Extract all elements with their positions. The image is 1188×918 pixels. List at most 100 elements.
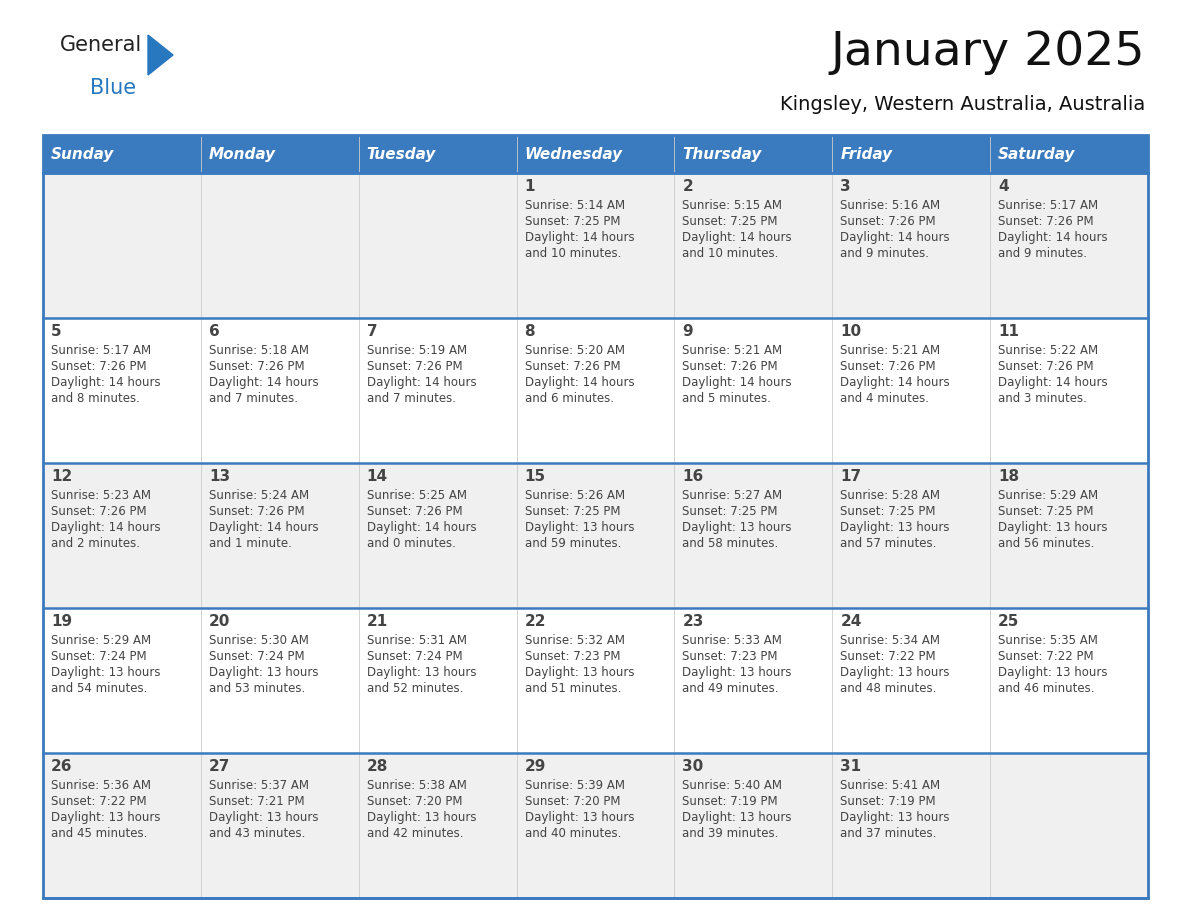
Text: Daylight: 13 hours: Daylight: 13 hours xyxy=(209,811,318,824)
Text: 30: 30 xyxy=(682,759,703,774)
Text: 7: 7 xyxy=(367,324,378,339)
Text: and 54 minutes.: and 54 minutes. xyxy=(51,682,147,695)
Text: Blue: Blue xyxy=(90,78,137,98)
Text: Sunset: 7:20 PM: Sunset: 7:20 PM xyxy=(367,795,462,808)
Text: 11: 11 xyxy=(998,324,1019,339)
Text: Sunrise: 5:19 AM: Sunrise: 5:19 AM xyxy=(367,344,467,357)
Text: 1: 1 xyxy=(525,179,535,194)
Text: 8: 8 xyxy=(525,324,536,339)
Text: 27: 27 xyxy=(209,759,230,774)
Text: Daylight: 14 hours: Daylight: 14 hours xyxy=(998,231,1107,244)
Text: and 37 minutes.: and 37 minutes. xyxy=(840,827,936,840)
Text: Sunset: 7:26 PM: Sunset: 7:26 PM xyxy=(840,360,936,373)
Text: and 45 minutes.: and 45 minutes. xyxy=(51,827,147,840)
Text: and 57 minutes.: and 57 minutes. xyxy=(840,537,936,550)
Text: Sunset: 7:24 PM: Sunset: 7:24 PM xyxy=(367,650,462,663)
Text: and 10 minutes.: and 10 minutes. xyxy=(682,247,779,260)
Text: 12: 12 xyxy=(51,469,72,484)
Text: and 4 minutes.: and 4 minutes. xyxy=(840,392,929,405)
Text: Daylight: 13 hours: Daylight: 13 hours xyxy=(998,521,1107,534)
Text: and 59 minutes.: and 59 minutes. xyxy=(525,537,621,550)
Text: and 5 minutes.: and 5 minutes. xyxy=(682,392,771,405)
Text: Tuesday: Tuesday xyxy=(367,147,436,162)
Bar xyxy=(43,135,1148,898)
Text: 6: 6 xyxy=(209,324,220,339)
Text: Sunrise: 5:20 AM: Sunrise: 5:20 AM xyxy=(525,344,625,357)
Text: Sunset: 7:25 PM: Sunset: 7:25 PM xyxy=(682,215,778,228)
Text: Sunrise: 5:16 AM: Sunrise: 5:16 AM xyxy=(840,199,941,212)
Text: and 48 minutes.: and 48 minutes. xyxy=(840,682,936,695)
Text: 31: 31 xyxy=(840,759,861,774)
Bar xyxy=(517,135,675,173)
Text: Thursday: Thursday xyxy=(682,147,762,162)
Text: Sunset: 7:26 PM: Sunset: 7:26 PM xyxy=(367,505,462,518)
Text: and 0 minutes.: and 0 minutes. xyxy=(367,537,455,550)
Text: 13: 13 xyxy=(209,469,230,484)
Text: and 39 minutes.: and 39 minutes. xyxy=(682,827,779,840)
Text: Sunset: 7:22 PM: Sunset: 7:22 PM xyxy=(51,795,146,808)
Text: Daylight: 14 hours: Daylight: 14 hours xyxy=(682,231,792,244)
Text: and 46 minutes.: and 46 minutes. xyxy=(998,682,1094,695)
Text: Sunrise: 5:30 AM: Sunrise: 5:30 AM xyxy=(209,634,309,647)
Text: Daylight: 14 hours: Daylight: 14 hours xyxy=(367,376,476,389)
Text: General: General xyxy=(61,35,143,55)
Text: Sunset: 7:22 PM: Sunset: 7:22 PM xyxy=(998,650,1094,663)
Text: 23: 23 xyxy=(682,614,703,629)
Text: 22: 22 xyxy=(525,614,546,629)
Text: Daylight: 13 hours: Daylight: 13 hours xyxy=(367,811,476,824)
Text: and 7 minutes.: and 7 minutes. xyxy=(209,392,298,405)
Text: Sunrise: 5:15 AM: Sunrise: 5:15 AM xyxy=(682,199,783,212)
Text: Daylight: 13 hours: Daylight: 13 hours xyxy=(840,811,949,824)
Text: Sunset: 7:24 PM: Sunset: 7:24 PM xyxy=(209,650,304,663)
Text: Sunset: 7:25 PM: Sunset: 7:25 PM xyxy=(682,505,778,518)
Text: Sunset: 7:26 PM: Sunset: 7:26 PM xyxy=(840,215,936,228)
Text: Saturday: Saturday xyxy=(998,147,1075,162)
Text: Daylight: 14 hours: Daylight: 14 hours xyxy=(51,521,160,534)
Text: 9: 9 xyxy=(682,324,693,339)
Text: 26: 26 xyxy=(51,759,72,774)
Text: Sunrise: 5:17 AM: Sunrise: 5:17 AM xyxy=(51,344,151,357)
Text: Daylight: 13 hours: Daylight: 13 hours xyxy=(682,811,792,824)
Text: 4: 4 xyxy=(998,179,1009,194)
Text: and 53 minutes.: and 53 minutes. xyxy=(209,682,305,695)
Text: Sunset: 7:26 PM: Sunset: 7:26 PM xyxy=(998,215,1094,228)
Text: Daylight: 14 hours: Daylight: 14 hours xyxy=(209,521,318,534)
Text: Sunset: 7:25 PM: Sunset: 7:25 PM xyxy=(998,505,1094,518)
Text: Sunrise: 5:29 AM: Sunrise: 5:29 AM xyxy=(51,634,151,647)
Text: Sunset: 7:21 PM: Sunset: 7:21 PM xyxy=(209,795,304,808)
Text: Sunrise: 5:28 AM: Sunrise: 5:28 AM xyxy=(840,489,940,502)
Bar xyxy=(43,173,1148,318)
Text: Daylight: 14 hours: Daylight: 14 hours xyxy=(525,231,634,244)
Text: and 49 minutes.: and 49 minutes. xyxy=(682,682,779,695)
Text: 29: 29 xyxy=(525,759,546,774)
Text: Sunrise: 5:17 AM: Sunrise: 5:17 AM xyxy=(998,199,1098,212)
Text: Sunrise: 5:27 AM: Sunrise: 5:27 AM xyxy=(682,489,783,502)
Text: Sunset: 7:26 PM: Sunset: 7:26 PM xyxy=(525,360,620,373)
Text: Sunset: 7:19 PM: Sunset: 7:19 PM xyxy=(840,795,936,808)
Bar xyxy=(43,463,1148,608)
Text: Sunrise: 5:38 AM: Sunrise: 5:38 AM xyxy=(367,779,467,792)
Text: Sunset: 7:26 PM: Sunset: 7:26 PM xyxy=(682,360,778,373)
Text: and 51 minutes.: and 51 minutes. xyxy=(525,682,621,695)
Text: 19: 19 xyxy=(51,614,72,629)
Text: 17: 17 xyxy=(840,469,861,484)
Text: 2: 2 xyxy=(682,179,693,194)
Text: and 8 minutes.: and 8 minutes. xyxy=(51,392,140,405)
Text: Sunrise: 5:35 AM: Sunrise: 5:35 AM xyxy=(998,634,1098,647)
Text: Daylight: 13 hours: Daylight: 13 hours xyxy=(840,666,949,679)
Text: 21: 21 xyxy=(367,614,388,629)
Bar xyxy=(43,608,1148,753)
Text: Wednesday: Wednesday xyxy=(525,147,623,162)
Text: Kingsley, Western Australia, Australia: Kingsley, Western Australia, Australia xyxy=(779,95,1145,114)
Text: and 7 minutes.: and 7 minutes. xyxy=(367,392,456,405)
Text: Sunday: Sunday xyxy=(51,147,114,162)
Text: Sunrise: 5:18 AM: Sunrise: 5:18 AM xyxy=(209,344,309,357)
Text: Daylight: 13 hours: Daylight: 13 hours xyxy=(525,521,634,534)
Text: Sunrise: 5:41 AM: Sunrise: 5:41 AM xyxy=(840,779,941,792)
Text: Sunrise: 5:34 AM: Sunrise: 5:34 AM xyxy=(840,634,940,647)
Text: Sunset: 7:24 PM: Sunset: 7:24 PM xyxy=(51,650,146,663)
Text: 16: 16 xyxy=(682,469,703,484)
Text: Sunrise: 5:22 AM: Sunrise: 5:22 AM xyxy=(998,344,1098,357)
Bar xyxy=(675,135,833,173)
Text: Daylight: 13 hours: Daylight: 13 hours xyxy=(682,521,792,534)
